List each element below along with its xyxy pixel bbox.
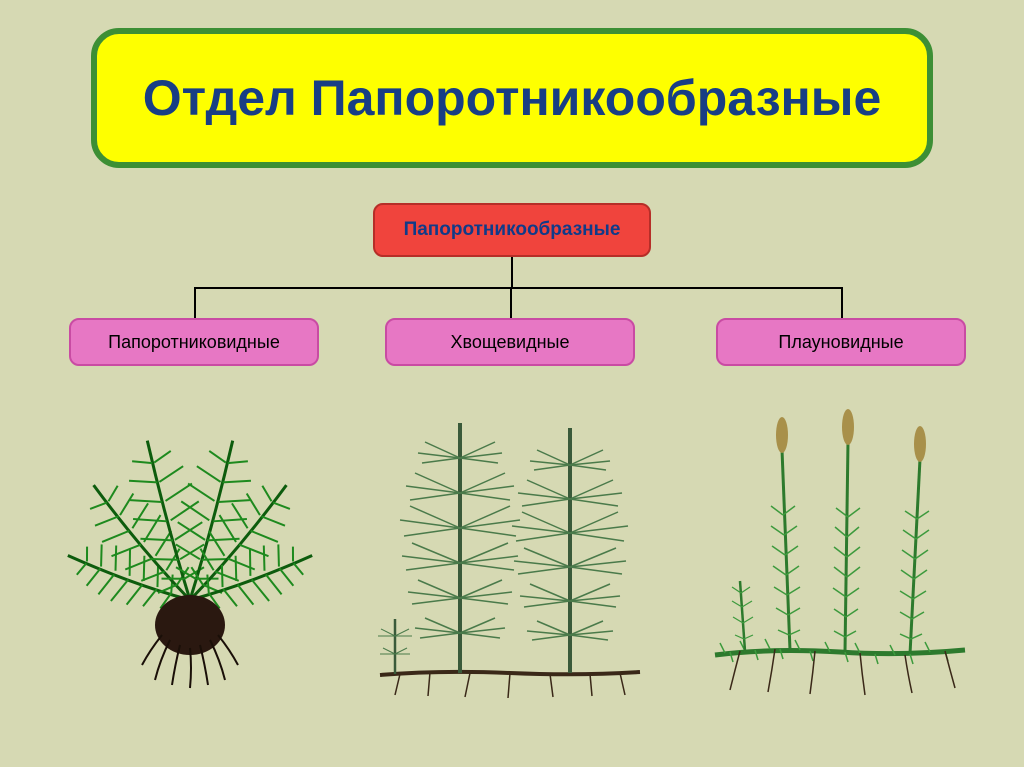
connector-line [511, 257, 513, 287]
parent-node: Папоротникообразные [373, 203, 651, 257]
child-node-horsetail: Хвощевидные [385, 318, 635, 366]
connector-line [841, 287, 843, 318]
horsetail-illustration [350, 400, 670, 710]
connector-line [194, 287, 841, 289]
child-node-fern: Папоротниковидные [69, 318, 319, 366]
child-node-clubmoss: Плауновидные [716, 318, 966, 366]
title-box: Отдел Папоротникообразные [91, 28, 933, 168]
child-text: Плауновидные [778, 332, 903, 353]
child-text: Папоротниковидные [108, 332, 280, 353]
child-text: Хвощевидные [450, 332, 569, 353]
parent-text: Папоротникообразные [404, 219, 621, 241]
title-text: Отдел Папоротникообразные [143, 69, 882, 127]
connector-line [510, 287, 512, 318]
fern-illustration [55, 400, 325, 710]
connector-line [194, 287, 196, 318]
clubmoss-illustration [700, 400, 980, 710]
